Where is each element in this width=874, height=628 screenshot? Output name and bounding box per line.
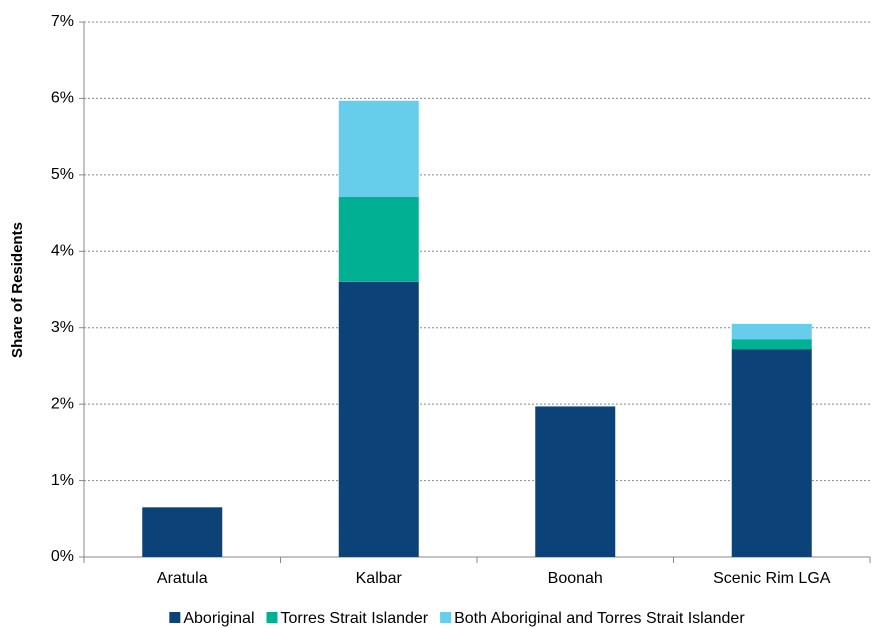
legend-label: Aboriginal	[183, 610, 254, 627]
legend-label: Torres Strait Islander	[281, 610, 429, 627]
bar-segment	[338, 197, 419, 282]
legend-swatch	[266, 612, 278, 623]
bar-segment	[731, 339, 812, 350]
x-tick-label: Boonah	[548, 570, 603, 587]
x-tick-label: Aratula	[157, 570, 208, 587]
y-tick-label: 3%	[51, 319, 74, 336]
bar-segment	[731, 323, 812, 340]
y-tick-label: 5%	[51, 166, 74, 183]
bar-segment	[338, 281, 419, 557]
bar-segment	[338, 100, 419, 198]
bar-segment	[535, 406, 616, 557]
y-tick-label: 6%	[51, 90, 74, 107]
bar-segment	[731, 349, 812, 557]
y-tick-label: 4%	[51, 243, 74, 260]
bar-segment	[142, 507, 223, 557]
y-tick-label: 1%	[51, 472, 74, 489]
legend-swatch	[440, 612, 452, 623]
x-tick-label: Kalbar	[356, 570, 403, 587]
legend-swatch	[169, 612, 181, 623]
y-axis-label: Share of Residents	[9, 222, 26, 358]
y-tick-label: 0%	[51, 548, 74, 565]
legend-label: Both Aboriginal and Torres Strait Island…	[454, 610, 745, 627]
y-tick-label: 7%	[51, 13, 74, 30]
y-tick-label: 2%	[51, 395, 74, 412]
x-tick-label: Scenic Rim LGA	[713, 570, 831, 587]
